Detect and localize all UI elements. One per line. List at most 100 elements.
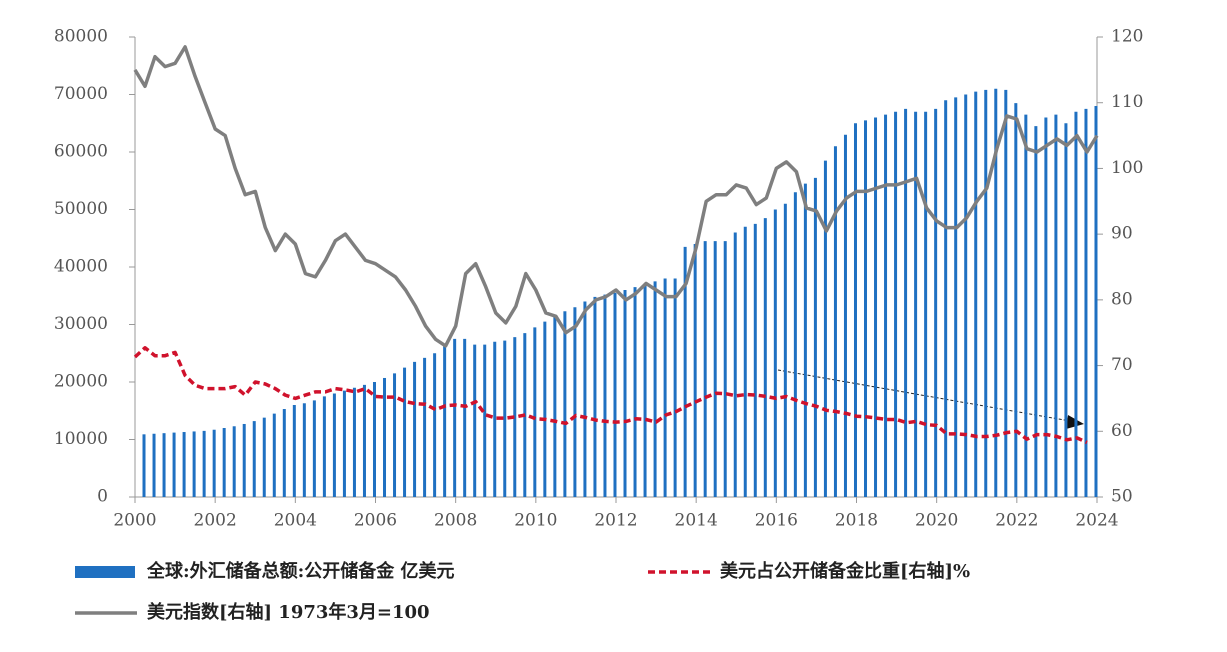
y-tick-label: 80000 (54, 27, 108, 47)
x-tick-label: 2016 (755, 511, 798, 531)
x-tick-label: 2012 (594, 511, 637, 531)
y2-tick-label: 80 (1111, 289, 1133, 309)
y2-tick-label: 100 (1111, 158, 1143, 178)
bar (583, 301, 587, 497)
bar (302, 403, 306, 497)
bar (202, 430, 206, 497)
bar (543, 321, 547, 497)
bar (312, 400, 316, 497)
bar (753, 223, 757, 497)
bar (1044, 117, 1048, 497)
y2-tick-label: 120 (1111, 27, 1143, 47)
bar (1074, 111, 1078, 497)
bar (884, 114, 888, 497)
y2-tick-label: 90 (1111, 224, 1133, 244)
bar (453, 338, 457, 497)
bar (383, 377, 387, 497)
y2-tick-label: 50 (1111, 487, 1133, 507)
bar (623, 290, 627, 497)
bar (473, 344, 477, 497)
bar (593, 296, 597, 497)
bar (262, 417, 266, 497)
bar (783, 203, 787, 497)
bar (803, 183, 807, 497)
y-tick-label: 70000 (54, 84, 108, 104)
bar (994, 88, 998, 497)
bar (292, 405, 296, 497)
bar (1054, 114, 1058, 497)
bar (663, 278, 667, 497)
bar (332, 393, 336, 497)
bar (443, 346, 447, 497)
bar (964, 94, 968, 497)
bar (603, 294, 607, 497)
bar (864, 120, 868, 497)
bar (894, 111, 898, 497)
x-tick-label: 2018 (835, 511, 878, 531)
y-tick-label: 40000 (54, 257, 108, 277)
bar (553, 315, 557, 497)
legend-label: 美元占公开储备金比重[右轴]% (720, 560, 970, 582)
bar (252, 421, 256, 497)
bar (954, 97, 958, 497)
bar (232, 426, 236, 497)
bar (563, 311, 567, 497)
bar (693, 244, 697, 497)
bar (944, 100, 948, 497)
bar (282, 409, 286, 497)
bar (152, 433, 156, 497)
bar (703, 241, 707, 497)
bar (423, 357, 427, 497)
legend-label: 全球:外汇储备总额:公开储备金 亿美元 (146, 560, 455, 582)
x-tick-label: 2008 (434, 511, 477, 531)
y-tick-label: 10000 (54, 429, 108, 449)
bar (272, 413, 276, 497)
y-tick-label: 50000 (54, 199, 108, 219)
bar (433, 353, 437, 497)
bar (142, 434, 146, 497)
x-tick-label: 2024 (1075, 511, 1118, 531)
bar (533, 327, 537, 497)
bar (212, 429, 216, 497)
bar (1014, 103, 1018, 497)
bar (743, 226, 747, 497)
y-tick-label: 0 (97, 487, 108, 507)
x-tick-label: 2004 (274, 511, 317, 531)
bar (192, 431, 196, 497)
bar (162, 433, 166, 497)
bar (573, 307, 577, 497)
bar (773, 209, 777, 497)
y2-tick-label: 70 (1111, 355, 1133, 375)
bar (242, 423, 246, 497)
trend-arrow (777, 369, 1071, 422)
bar (1084, 108, 1088, 497)
legend-swatch (75, 566, 135, 578)
x-tick-label: 2022 (995, 511, 1038, 531)
x-tick-label: 2014 (675, 511, 718, 531)
bar (1024, 114, 1028, 497)
y-tick-label: 30000 (54, 314, 108, 334)
bar (984, 89, 988, 498)
bar (1094, 106, 1098, 497)
bar (653, 281, 657, 497)
bar (1004, 89, 1008, 498)
bar (673, 278, 677, 497)
bar (904, 108, 908, 497)
x-tick-label: 2000 (113, 511, 156, 531)
legend-label: 美元指数[右轴] 1973年3月=100 (147, 601, 430, 623)
bar (222, 428, 226, 497)
bar (393, 373, 397, 497)
bar (403, 367, 407, 497)
bar (974, 91, 978, 497)
bar (723, 241, 727, 497)
x-tick-label: 2006 (354, 511, 397, 531)
bar (493, 341, 497, 497)
bar (793, 192, 797, 497)
bar (853, 123, 857, 497)
bar (924, 111, 928, 497)
bar (874, 117, 878, 497)
bar (833, 146, 837, 497)
bar (613, 292, 617, 497)
bar (914, 111, 918, 497)
